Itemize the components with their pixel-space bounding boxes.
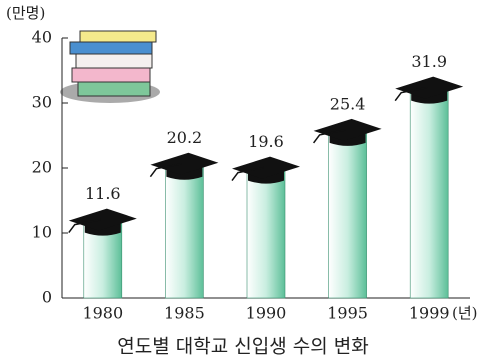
- y-axis-label: (만명): [6, 4, 45, 22]
- cap-board: [150, 152, 219, 175]
- value-label: 25.4: [330, 94, 366, 113]
- book: [69, 41, 153, 55]
- books-illustration: [60, 30, 160, 103]
- value-label: 11.6: [85, 184, 121, 203]
- y-tick-label: 30: [32, 93, 52, 112]
- cap-board: [68, 208, 137, 231]
- cap-board: [232, 156, 300, 179]
- cap-board: [395, 76, 464, 99]
- value-label: 31.9: [411, 52, 447, 71]
- book: [79, 30, 157, 43]
- y-tick-label: 20: [32, 158, 52, 177]
- x-tick-label: 1990: [246, 304, 287, 323]
- value-label: 20.2: [167, 128, 203, 147]
- bar: [165, 166, 204, 299]
- chart-title: 연도별 대학교 신입생 수의 변화: [117, 336, 368, 358]
- x-tick-label: 1999: [409, 304, 450, 323]
- cap-tassel: [149, 162, 183, 178]
- book: [77, 81, 151, 97]
- graduation-cap: [394, 76, 464, 104]
- cap-tassel: [68, 218, 101, 234]
- graduation-cap: [313, 118, 382, 146]
- y-tick-label: 0: [42, 288, 52, 307]
- graduation-cap: [231, 156, 300, 184]
- x-axis-label: (년): [452, 304, 478, 322]
- bar: [328, 132, 367, 299]
- y-tick-label: 40: [32, 28, 52, 47]
- value-label: 19.6: [248, 132, 284, 151]
- book: [71, 67, 151, 83]
- cap-tassel: [394, 86, 428, 102]
- book: [75, 53, 153, 69]
- cap-board: [313, 118, 382, 141]
- x-tick-label: 1985: [164, 304, 205, 323]
- graduation-cap: [68, 208, 137, 236]
- cap-tassel: [313, 129, 346, 144]
- x-tick-label: 1980: [82, 304, 123, 323]
- graduation-cap: [149, 152, 219, 180]
- bar: [246, 170, 286, 299]
- bar: [409, 90, 449, 299]
- x-tick-label: 1995: [327, 304, 368, 323]
- y-tick-label: 10: [32, 223, 52, 242]
- cap-tassel: [231, 166, 265, 182]
